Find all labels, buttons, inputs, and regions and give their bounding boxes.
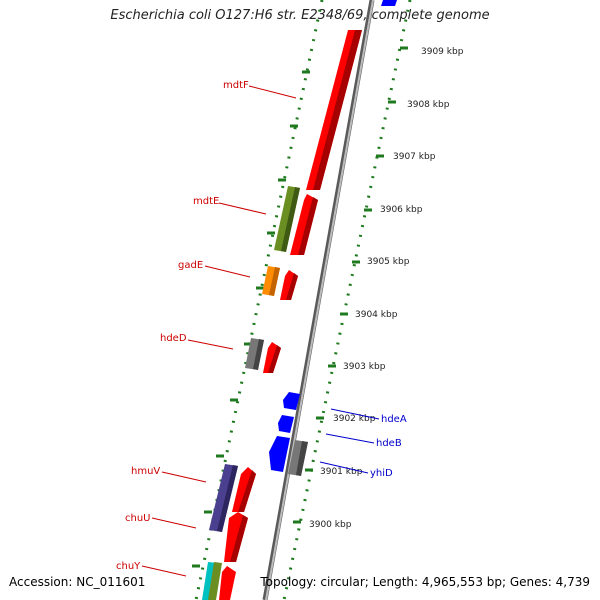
map-title: Escherichia coli O127:H6 str. E2348/69, … <box>110 8 490 23</box>
gene-label-hdeA: hdeA <box>381 414 407 425</box>
backbone <box>262 0 375 600</box>
gene-gadE <box>262 266 280 296</box>
gene-hmuV-red <box>232 467 256 512</box>
gene-label-gadE: gadE <box>178 260 203 271</box>
gene-label-hdeD: hdeD <box>160 333 187 344</box>
scale-label: 3909 kbp <box>421 47 464 57</box>
gene-label-hmuV: hmuV <box>131 466 160 477</box>
scale-label: 3901 kbp <box>320 467 363 477</box>
gene-chuU-red <box>224 512 248 562</box>
gene-label-yhiD: yhiD <box>370 468 393 479</box>
topology-summary: Topology: circular; Length: 4,965,553 bp… <box>260 575 590 589</box>
gene-gadE-red <box>280 270 298 300</box>
gene-hdeA <box>278 392 300 433</box>
callouts-left <box>141 85 297 577</box>
scale-label: 3906 kbp <box>380 205 423 215</box>
callouts-right <box>319 408 380 474</box>
gene-mdtE <box>274 186 300 252</box>
gene-mdtF <box>306 30 362 190</box>
gene-hdeB <box>269 436 290 472</box>
gene-hdeD-red <box>263 342 281 373</box>
gene-label-mdtF: mdtF <box>223 80 249 91</box>
scale-label: 3908 kbp <box>407 100 450 110</box>
major-ticks <box>192 46 408 568</box>
gene-yhiD <box>288 440 308 476</box>
gene-label-chuY: chuY <box>116 561 141 572</box>
scale-label: 3904 kbp <box>355 310 398 320</box>
gene-mdtE-red <box>290 194 318 255</box>
scale-label: 3907 kbp <box>393 152 436 162</box>
tick-track-right <box>282 0 412 600</box>
gene-label-mdtE: mdtE <box>193 196 219 207</box>
scale-labels: 3909 kbp 3908 kbp 3907 kbp 3906 kbp 3905… <box>309 47 464 530</box>
scale-label: 3900 kbp <box>309 520 352 530</box>
gene-labels-right: hdeA hdeB yhiD <box>370 414 407 479</box>
scale-label: 3903 kbp <box>343 362 386 372</box>
scale-label: 3905 kbp <box>367 257 410 267</box>
gene-hmuV <box>209 464 238 532</box>
gene-top-blue <box>381 0 397 6</box>
accession-label: Accession: NC_011601 <box>9 575 146 589</box>
gene-chuY-red <box>219 566 236 600</box>
gene-hdeD <box>245 338 264 370</box>
gene-label-hdeB: hdeB <box>376 438 402 449</box>
gene-labels-left: mdtF mdtE gadE hdeD hmuV chuU chuY <box>116 80 249 572</box>
scale-label: 3902 kbp <box>333 414 376 424</box>
gene-chuY <box>202 562 222 600</box>
gene-label-chuU: chuU <box>125 513 151 524</box>
